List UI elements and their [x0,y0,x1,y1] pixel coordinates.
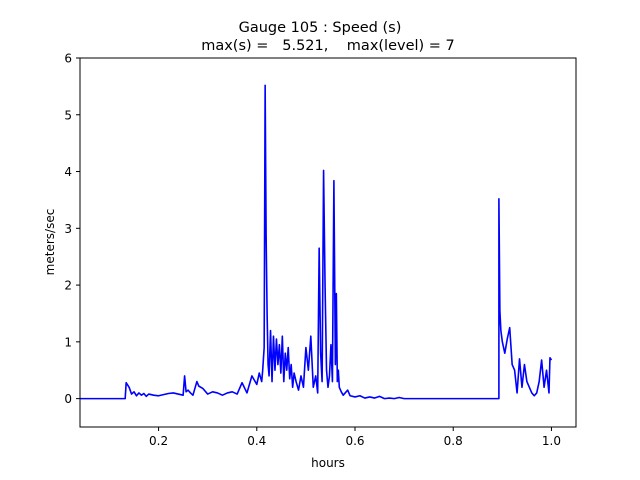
chart-title-line1: Gauge 105 : Speed (s) [239,20,402,36]
y-tick-label: 3 [64,222,72,236]
chart-title-line2: max(s) = 5.521, max(level) = 7 [201,38,455,54]
x-axis-label: hours [311,456,345,470]
x-tick-label: 0.8 [444,434,463,448]
y-tick-label: 2 [64,279,72,293]
y-tick-label: 4 [64,165,72,179]
series-layer [80,84,553,400]
y-tick-label: 1 [64,335,72,349]
x-tick-label: 0.4 [247,434,266,448]
y-tick-label: 6 [64,52,72,66]
y-tick-label: 0 [64,392,72,406]
y-tick-label: 5 [64,108,72,122]
y-axis: 0 1 2 3 4 5 6 [64,52,80,406]
plot-area [79,57,577,428]
x-axis: 0.2 0.4 0.6 0.8 1.0 [149,427,561,448]
y-axis-label: meters/sec [43,209,57,276]
plot-frame [79,57,577,428]
x-tick-label: 0.6 [345,434,364,448]
x-tick-label: 0.2 [149,434,168,448]
series-line [80,84,553,400]
x-tick-label: 1.0 [542,434,561,448]
